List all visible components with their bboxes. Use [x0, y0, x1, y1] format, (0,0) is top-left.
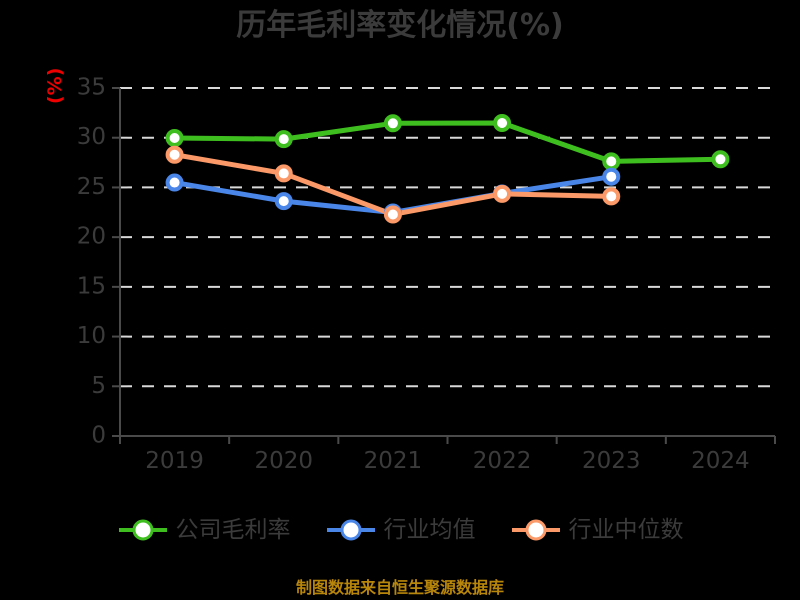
- x-tick-label: 2024: [691, 448, 750, 474]
- data-point-marker[interactable]: [165, 145, 184, 164]
- legend-item-industry-average[interactable]: 行业均值: [325, 515, 476, 545]
- legend-label-company: 公司毛利率: [175, 517, 291, 543]
- series-marker-group: [165, 113, 730, 224]
- data-point-marker[interactable]: [383, 205, 402, 224]
- y-tick-label: 35: [77, 75, 106, 101]
- y-tick-label: 15: [77, 273, 106, 299]
- legend-marker-icon: [511, 519, 560, 541]
- y-tick-label-group: 0 5 10 15 20 25 30 35: [77, 75, 106, 449]
- x-tick-label: 2023: [582, 448, 641, 474]
- source-note: 制图数据来自恒生聚源数据库: [295, 578, 504, 597]
- data-point-marker[interactable]: [274, 164, 293, 183]
- chart-legend: 公司毛利率 行业均值 行业中位数: [0, 515, 800, 545]
- y-tick-label: 20: [77, 224, 106, 250]
- chart-title: 历年毛利率变化情况(%): [236, 8, 564, 43]
- legend-item-company[interactable]: 公司毛利率: [117, 515, 291, 545]
- x-tick-label: 2022: [473, 448, 532, 474]
- x-tick-group: [112, 87, 776, 444]
- y-tick-label: 0: [91, 423, 106, 449]
- data-point-marker[interactable]: [602, 152, 621, 171]
- legend-label-industry-median: 行业中位数: [568, 517, 684, 543]
- y-tick-label: 10: [77, 323, 106, 349]
- data-point-marker[interactable]: [274, 192, 293, 211]
- data-point-marker[interactable]: [493, 113, 512, 132]
- series-line-group: [172, 120, 723, 217]
- series-line: [172, 120, 723, 164]
- data-point-marker[interactable]: [493, 184, 512, 203]
- x-tick-label-group: 2019 2020 2021 2022 2023 2024: [145, 448, 749, 474]
- data-point-marker[interactable]: [711, 150, 730, 169]
- data-point-marker[interactable]: [602, 187, 621, 206]
- x-tick-label: 2020: [254, 448, 313, 474]
- data-point-marker[interactable]: [165, 173, 184, 192]
- legend-marker-icon: [118, 519, 167, 541]
- data-point-marker[interactable]: [274, 130, 293, 149]
- data-point-marker[interactable]: [383, 114, 402, 133]
- data-point-marker[interactable]: [602, 167, 621, 186]
- legend-item-industry-median[interactable]: 行业中位数: [510, 515, 684, 545]
- y-tick-label: 5: [91, 373, 106, 399]
- data-point-marker[interactable]: [165, 129, 184, 148]
- y-tick-label: 25: [77, 174, 106, 200]
- legend-marker-icon: [326, 519, 375, 541]
- y-tick-label: 30: [77, 124, 106, 150]
- x-tick-label: 2019: [145, 448, 204, 474]
- gridline-group: [120, 87, 775, 388]
- x-tick-label: 2021: [364, 448, 423, 474]
- legend-label-industry-average: 行业均值: [383, 517, 476, 543]
